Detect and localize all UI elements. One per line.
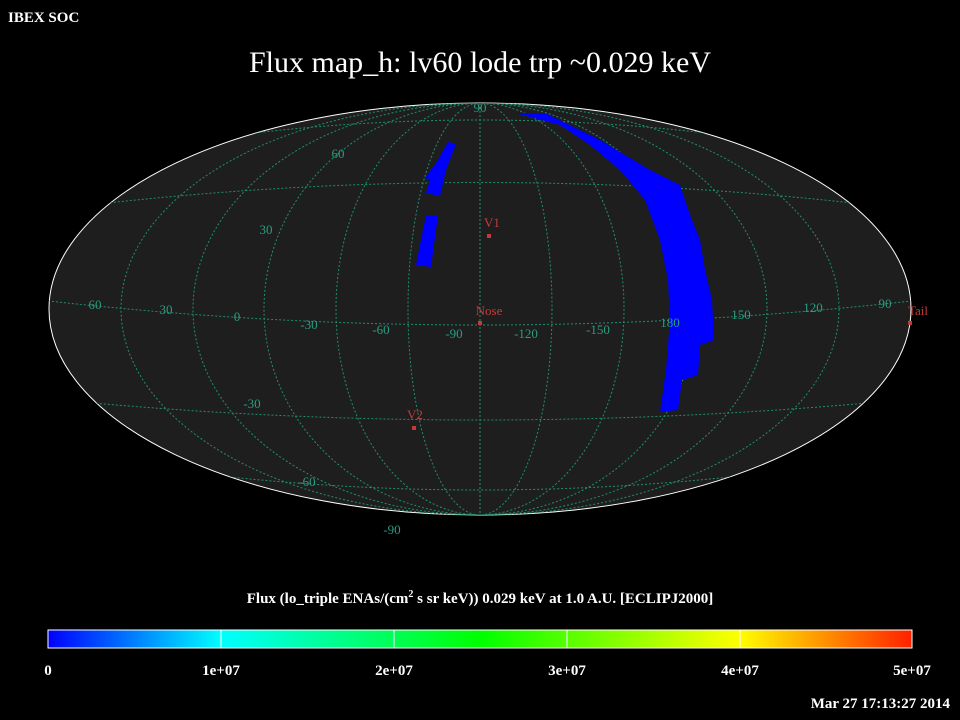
grid-label: -30 — [300, 317, 317, 332]
meridian — [192, 103, 768, 515]
colorbar-tick-label: 4e+07 — [721, 663, 759, 679]
colorbar-label: Flux (lo_triple ENAs/(cm2 s sr keV)) 0.0… — [247, 589, 714, 607]
marker-point — [478, 321, 482, 325]
map: 90 60 30 60 30 0 -30 -60 -90 -120 -150 1… — [48, 100, 928, 537]
grid-label: 60 — [332, 146, 345, 161]
colorbar-tick-label: 3e+07 — [548, 663, 586, 679]
colorbar — [47, 629, 913, 649]
colorbar-tick-label: 0 — [44, 663, 52, 679]
colorbar-tick-label: 1e+07 — [202, 663, 240, 679]
coverage-swath — [425, 142, 456, 196]
label-sup: 2 — [408, 589, 413, 600]
meridian — [120, 103, 840, 515]
grid-label: 150 — [731, 307, 751, 322]
parallel — [89, 182, 871, 206]
grid-label: 90 — [879, 296, 892, 311]
grid-labels: 90 60 30 60 30 0 -30 -60 -90 -120 -150 1… — [89, 100, 892, 537]
marker-label: Nose — [476, 303, 503, 318]
timestamp: Mar 27 17:13:27 2014 — [811, 696, 951, 712]
grid-label: 60 — [89, 297, 102, 312]
grid-label: -30 — [243, 396, 260, 411]
colorbar-tick-label: 5e+07 — [893, 663, 931, 679]
org-label: IBEX SOC — [8, 10, 79, 26]
grid-label: -120 — [514, 326, 538, 341]
grid-label: 30 — [260, 222, 273, 237]
grid-label: 0 — [234, 309, 241, 324]
grid-label: 180 — [660, 315, 680, 330]
grid-label: -150 — [586, 322, 610, 337]
grid-label: 30 — [160, 302, 173, 317]
map-title: Flux map_h: lv60 lode trp ~0.029 keV — [249, 46, 711, 79]
grid-label: -90 — [445, 326, 462, 341]
colorbar-ticks: 0 1e+07 2e+07 3e+07 4e+07 5e+07 — [44, 630, 931, 679]
grid-label: -90 — [383, 522, 400, 537]
label-part: s sr keV)) 0.029 keV at 1.0 A.U. [ECLIPJ… — [413, 591, 713, 607]
grid-label: 120 — [803, 300, 823, 315]
coverage-swath — [515, 113, 714, 412]
meridian — [407, 103, 553, 515]
marker-label: V2 — [407, 407, 423, 422]
coverage-swath — [416, 215, 438, 267]
grid-label: 90 — [474, 100, 487, 115]
markers: V1 Nose V2 Tail — [407, 215, 928, 430]
colorbar-tick-label: 2e+07 — [375, 663, 413, 679]
marker-label: V1 — [484, 215, 500, 230]
marker-point — [487, 234, 491, 238]
marker-point — [412, 426, 416, 430]
label-part: Flux (lo_triple ENAs/(cm — [247, 591, 409, 607]
grid-label: -60 — [372, 322, 389, 337]
meridian — [335, 103, 625, 515]
grid-label: -60 — [298, 474, 315, 489]
marker-label: Tail — [908, 303, 928, 318]
marker-point — [908, 321, 912, 325]
